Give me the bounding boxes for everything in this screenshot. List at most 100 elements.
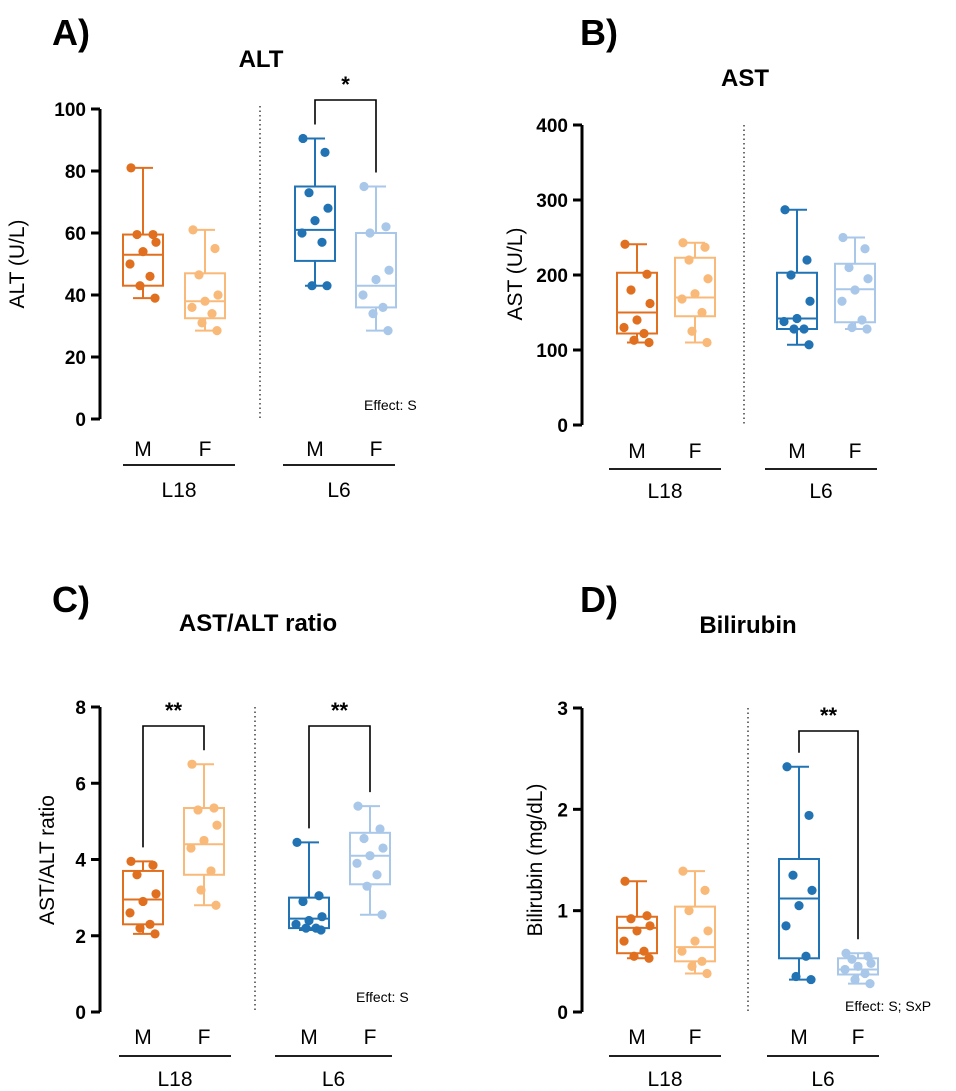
data-point	[371, 274, 381, 285]
data-point	[865, 979, 875, 989]
significance-bracket	[142, 725, 205, 848]
y-tick-label: 100	[536, 341, 568, 362]
data-point	[799, 324, 809, 334]
y-tick-label: 0	[75, 410, 86, 431]
y-tick-label: 60	[65, 224, 86, 245]
x-category-label: M	[300, 1026, 318, 1049]
data-point	[632, 315, 642, 325]
data-point	[857, 315, 867, 325]
y-tick-label: 6	[75, 774, 86, 795]
data-point	[678, 238, 688, 248]
y-tick-label: 1	[557, 902, 568, 923]
data-point	[292, 837, 302, 847]
data-point	[642, 269, 652, 279]
x-category-label: M	[134, 1026, 152, 1049]
panel-label: C)	[52, 579, 90, 620]
x-category-label: F	[852, 1026, 865, 1049]
data-point	[301, 923, 311, 933]
box-l6-f	[837, 948, 879, 989]
data-point	[847, 954, 857, 964]
data-point	[794, 901, 804, 911]
data-point	[645, 921, 655, 931]
data-point	[690, 936, 700, 946]
data-point	[132, 870, 142, 880]
data-point	[780, 205, 790, 215]
data-point	[125, 259, 135, 269]
data-point	[700, 242, 710, 252]
data-point	[365, 851, 375, 861]
effect-label: Effect: S; SxP	[845, 998, 931, 1014]
significance-bracket	[308, 725, 371, 829]
data-point	[850, 974, 860, 985]
data-point	[138, 896, 148, 907]
x-category-label: M	[134, 438, 152, 461]
x-category-label: M	[628, 440, 646, 463]
box-l18-m	[122, 163, 164, 303]
data-point	[375, 824, 385, 834]
y-tick-label: 400	[536, 116, 568, 137]
data-point	[837, 296, 847, 306]
data-point	[150, 929, 160, 939]
y-tick-label: 300	[536, 191, 568, 212]
data-point	[853, 961, 863, 972]
data-point	[365, 228, 375, 238]
data-point	[620, 239, 630, 249]
data-point	[786, 270, 796, 280]
y-axis-label: AST (U/L)	[504, 228, 527, 321]
data-point	[316, 925, 326, 935]
data-point	[789, 324, 799, 334]
data-point	[841, 948, 851, 958]
box-iqr	[834, 262, 876, 324]
data-point	[619, 322, 629, 333]
significance-label: **	[820, 703, 838, 728]
data-point	[304, 188, 314, 198]
data-point	[193, 805, 203, 815]
data-point	[298, 133, 308, 144]
y-tick-label: 4	[75, 851, 86, 872]
data-point	[320, 147, 330, 157]
data-point	[697, 956, 707, 966]
data-point	[297, 228, 307, 238]
data-point	[138, 247, 148, 257]
data-point	[125, 908, 135, 918]
data-point	[213, 290, 223, 300]
data-point	[188, 225, 198, 235]
chart-title: Bilirubin	[699, 612, 796, 639]
data-point	[702, 337, 712, 348]
box-iqr	[294, 185, 336, 262]
data-point	[703, 274, 713, 284]
data-point	[703, 926, 713, 936]
effect-label: Effect: S	[364, 397, 417, 413]
data-point	[792, 313, 802, 324]
data-point	[362, 881, 372, 891]
x-category-label: F	[199, 438, 212, 461]
group-label: L6	[809, 480, 832, 503]
data-point	[862, 324, 872, 334]
data-point	[629, 951, 639, 961]
y-tick-label: 0	[75, 1003, 86, 1024]
y-tick-label: 3	[557, 699, 568, 720]
data-point	[200, 296, 210, 306]
group-label: L6	[322, 1068, 345, 1091]
data-point	[860, 244, 870, 254]
y-tick-label: 80	[65, 162, 86, 183]
data-point	[847, 322, 857, 333]
data-point	[135, 281, 145, 291]
data-point	[850, 285, 860, 295]
data-point	[866, 958, 876, 968]
data-point	[626, 914, 636, 924]
data-point	[863, 274, 873, 284]
box-l6-m	[294, 133, 336, 291]
data-point	[151, 889, 161, 899]
data-point	[196, 885, 206, 895]
group-label: L6	[811, 1068, 834, 1091]
box-iqr	[837, 957, 879, 976]
data-point	[639, 328, 649, 339]
panel-label: D)	[580, 579, 618, 620]
y-tick-label: 40	[65, 286, 86, 307]
data-point	[619, 936, 629, 946]
chart-title: ALT	[239, 46, 284, 73]
chart-title: AST/ALT ratio	[179, 610, 337, 637]
group-label: L18	[161, 479, 196, 502]
data-point	[684, 906, 694, 916]
